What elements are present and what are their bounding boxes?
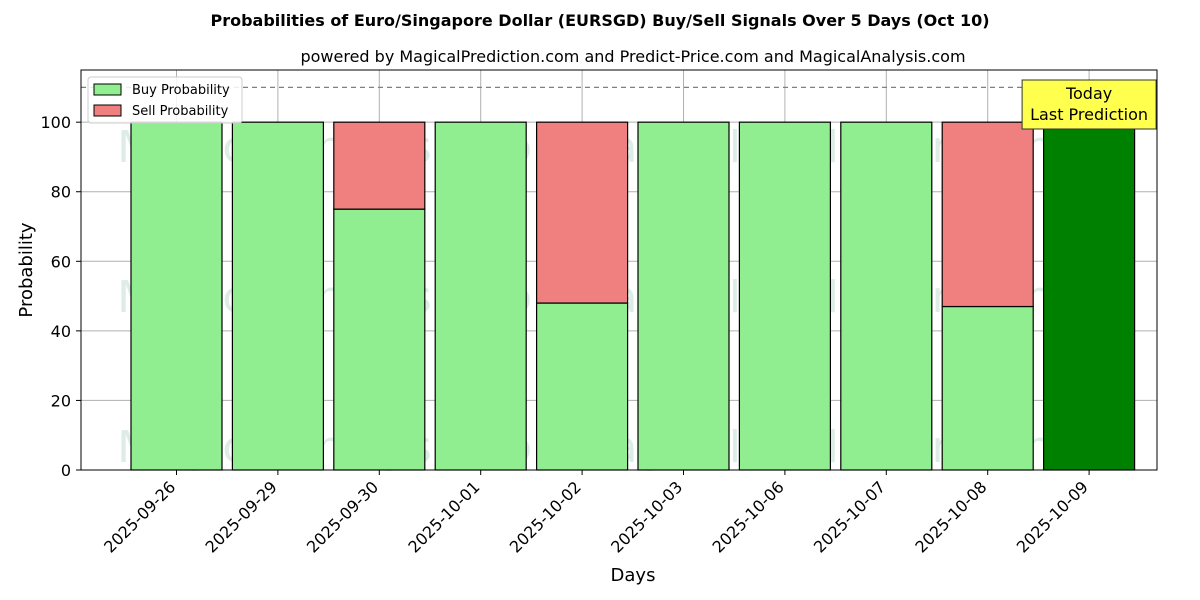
- x-tick-label: 2025-10-03: [607, 477, 686, 556]
- buy-bar: [941, 305, 1034, 471]
- y-tick-label: 40: [51, 322, 71, 341]
- y-tick-label: 20: [51, 391, 71, 410]
- y-tick-label: 0: [61, 461, 71, 480]
- annotation-box: [1021, 79, 1157, 130]
- chart-subtitle: powered by MagicalPrediction.com and Pre…: [300, 47, 965, 66]
- x-tick-label: 2025-10-08: [911, 477, 990, 556]
- y-tick-label: 80: [51, 183, 71, 202]
- x-tick-label: 2025-10-01: [404, 477, 483, 556]
- buy-bar: [130, 121, 223, 471]
- y-tick-label: 60: [51, 252, 71, 271]
- sell-bar: [535, 121, 629, 304]
- x-tick-label: 2025-09-29: [202, 477, 281, 556]
- legend: Buy Probability Sell Probability: [87, 76, 243, 124]
- x-axis-label: Days: [611, 565, 656, 586]
- x-tick-label: 2025-10-06: [709, 477, 788, 556]
- legend-label: Sell Probability: [132, 104, 229, 119]
- buy-bar: [333, 208, 426, 471]
- annotation-text: Today: [1065, 84, 1112, 103]
- legend-label: Buy Probability: [132, 83, 230, 98]
- buy-bar: [637, 121, 730, 471]
- x-tick-label: 2025-10-07: [810, 477, 889, 556]
- plot-frame: [80, 69, 1158, 471]
- buy-bar: [738, 121, 832, 471]
- x-tick-label: 2025-09-30: [303, 477, 382, 556]
- bar-layer: [130, 121, 1136, 471]
- buy-bar: [231, 121, 324, 471]
- buy-bar: [535, 302, 629, 471]
- chart-title: Probabilities of Euro/Singapore Dollar (…: [210, 11, 989, 30]
- sell-bar: [941, 121, 1034, 308]
- sell-bar: [333, 121, 426, 210]
- x-tick-label: 2025-09-26: [100, 477, 179, 556]
- buy-bar: [1042, 121, 1136, 471]
- buy-bar: [840, 121, 933, 471]
- annotation-text: Last Prediction: [1030, 105, 1148, 124]
- y-tick-label: 100: [40, 113, 71, 132]
- legend-swatch: [93, 83, 122, 96]
- today-annotation: Today Last Prediction: [1021, 79, 1157, 130]
- buy-bar: [434, 121, 527, 471]
- y-axis-label: Probability: [16, 222, 37, 317]
- legend-box: [87, 76, 243, 124]
- legend-swatch: [93, 104, 122, 117]
- x-tick-label: 2025-10-09: [1013, 477, 1092, 556]
- x-tick-label: 2025-10-02: [506, 477, 585, 556]
